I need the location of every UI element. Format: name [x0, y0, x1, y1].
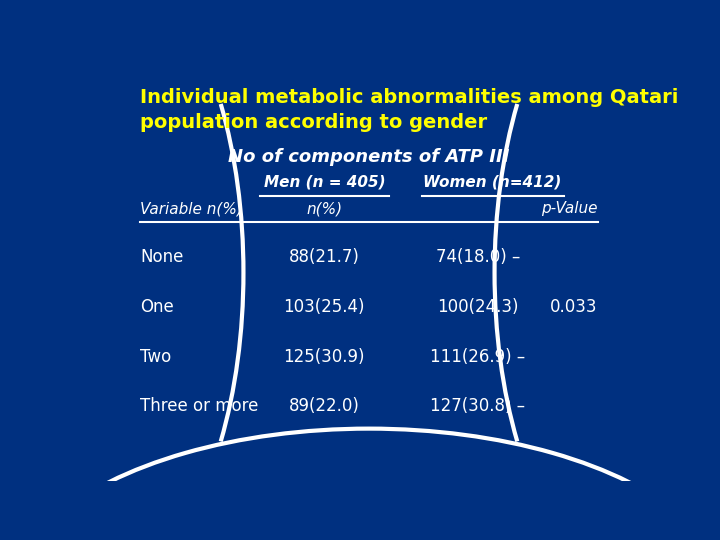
Text: 127(30.8) –: 127(30.8) –: [431, 397, 526, 415]
Text: Men (n = 405): Men (n = 405): [264, 175, 385, 190]
Text: Three or more: Three or more: [140, 397, 258, 415]
Text: 100(24.3): 100(24.3): [437, 298, 518, 316]
Text: 0.033: 0.033: [550, 298, 598, 316]
Text: Variable n(%): Variable n(%): [140, 201, 243, 216]
Text: 103(25.4): 103(25.4): [284, 298, 365, 316]
Text: One: One: [140, 298, 174, 316]
Text: 89(22.0): 89(22.0): [289, 397, 360, 415]
Text: population according to gender: population according to gender: [140, 113, 487, 132]
Text: 88(21.7): 88(21.7): [289, 248, 360, 266]
Text: 125(30.9): 125(30.9): [284, 348, 365, 366]
Text: No of components of ATP III: No of components of ATP III: [228, 148, 510, 166]
Text: p-Value: p-Value: [541, 201, 598, 216]
Text: 74(18.0) –: 74(18.0) –: [436, 248, 520, 266]
Text: 111(26.9) –: 111(26.9) –: [430, 348, 526, 366]
Text: None: None: [140, 248, 184, 266]
Text: n(%): n(%): [306, 201, 343, 216]
Text: Women (n=412): Women (n=412): [423, 175, 561, 190]
Text: Two: Two: [140, 348, 171, 366]
Text: Individual metabolic abnormalities among Qatari: Individual metabolic abnormalities among…: [140, 87, 678, 107]
